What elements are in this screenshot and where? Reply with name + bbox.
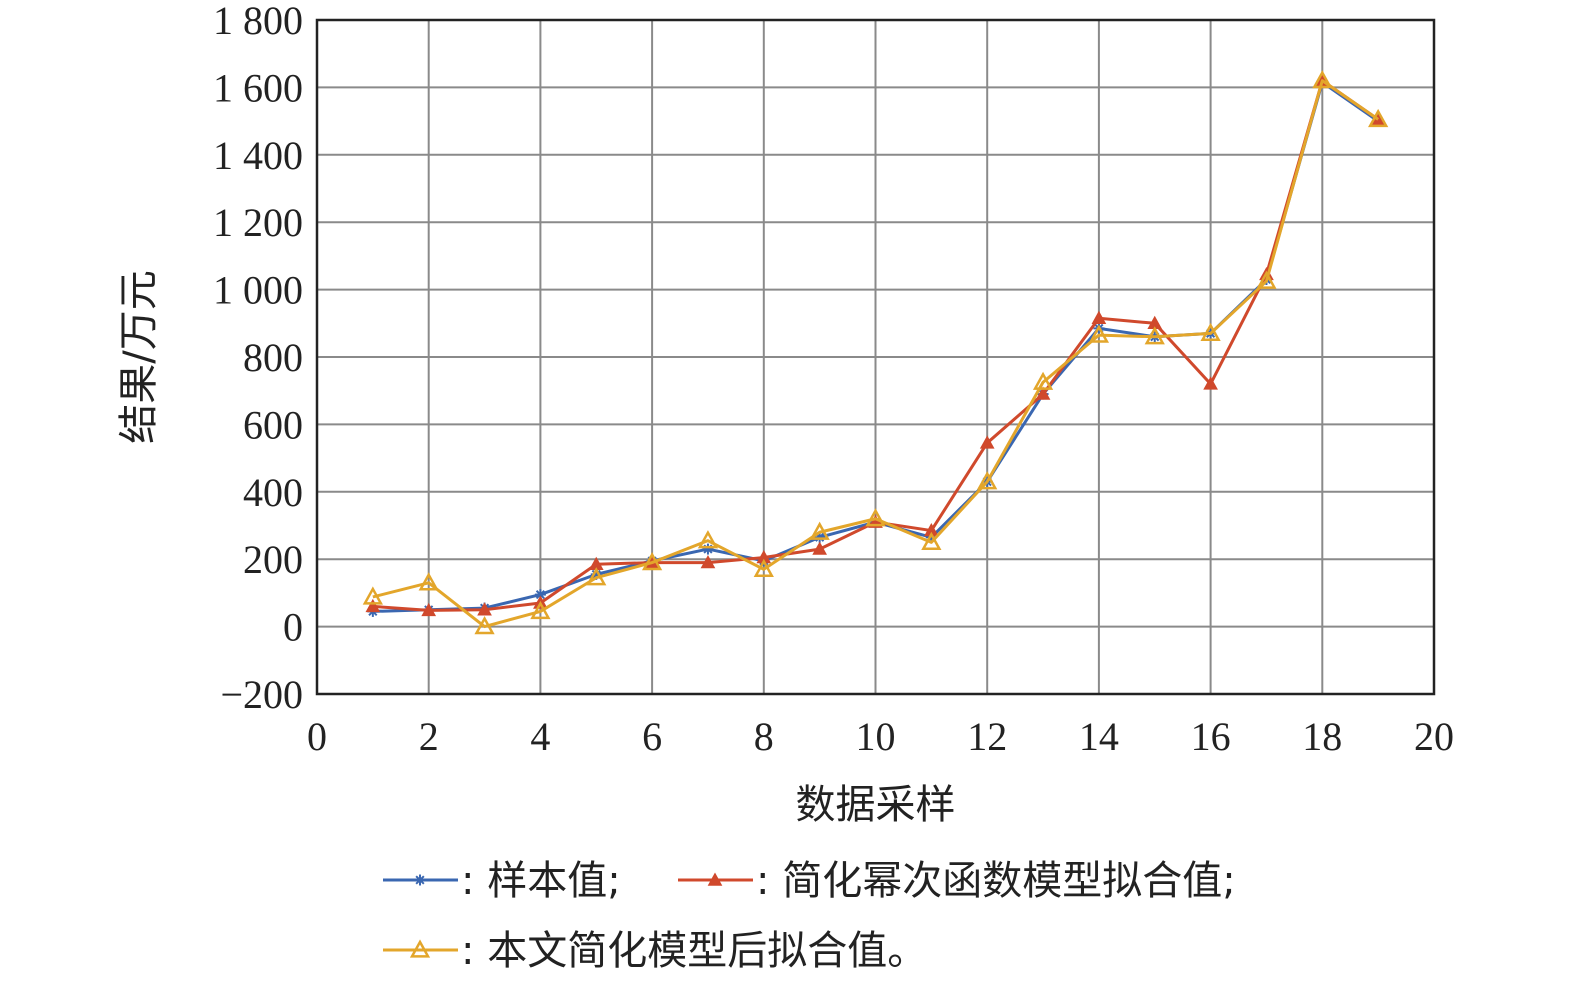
data-point-simplified-fit [530, 600, 551, 620]
series-simplified-fit [362, 70, 1389, 635]
data-point-simplified-fit [1032, 371, 1054, 390]
y-tick-label: 800 [243, 335, 303, 380]
data-point-simplified-fit [697, 530, 719, 549]
x-tick-label: 0 [307, 714, 327, 759]
y-tick-label: 400 [243, 470, 303, 515]
legend-label: : 样本值; [461, 858, 621, 904]
x-tick-label: 10 [856, 714, 896, 759]
data-point-power-fit [1091, 310, 1107, 324]
data-point-simplified-fit [977, 471, 998, 490]
y-tick-label: 200 [243, 537, 303, 582]
data-point-simplified-fit [1256, 270, 1277, 289]
x-tick-label: 4 [530, 714, 550, 759]
legend-item-power-fit: : 简化幂次函数模型拟合值; [678, 858, 1236, 904]
data-point-simplified-fit [1200, 322, 1221, 342]
data-point-sample [702, 543, 714, 555]
series-group [362, 70, 1389, 635]
data-point-power-fit [700, 555, 716, 569]
data-point-simplified-fit [418, 572, 439, 591]
x-tick-label: 2 [419, 714, 439, 759]
data-point-simplified-fit [474, 616, 495, 635]
x-tick-label: 16 [1191, 714, 1231, 759]
x-axis-title: 数据采样 [796, 782, 956, 828]
y-axis-title: 结果/万元 [116, 270, 162, 443]
data-point-power-fit [812, 541, 827, 555]
legend: : 样本值; : 简化幂次函数模型拟合值; : 本文简化模型后拟合值。 [383, 858, 1236, 974]
data-point-simplified-fit [1088, 324, 1110, 343]
x-tick-label: 6 [642, 714, 662, 759]
legend-swatch-marker [707, 872, 723, 886]
grid [316, 19, 1435, 695]
data-point-power-fit [979, 435, 995, 449]
legend-swatch-marker [409, 939, 431, 958]
data-point-simplified-fit [1368, 108, 1389, 128]
y-tick-label: −200 [220, 672, 303, 717]
data-point-simplified-fit [1312, 70, 1333, 89]
x-tick-label: 14 [1079, 714, 1119, 759]
data-point-simplified-fit [362, 586, 383, 605]
y-tick-label: 600 [243, 402, 303, 447]
data-point-simplified-fit [1144, 326, 1165, 345]
legend-label: : 本文简化模型后拟合值。 [461, 928, 927, 974]
data-point-power-fit [1203, 376, 1218, 390]
legend-label: : 简化幂次函数模型拟合值; [756, 858, 1236, 904]
data-point-power-fit [421, 602, 437, 617]
x-tick-label: 8 [754, 714, 774, 759]
y-tick-label: 1 000 [213, 268, 303, 313]
data-point-simplified-fit [865, 508, 886, 527]
series-line-simplified-fit [372, 79, 1380, 629]
data-point-simplified-fit [586, 567, 607, 586]
data-point-simplified-fit [641, 551, 663, 571]
y-tick-label: 1 200 [213, 200, 303, 245]
legend-item-sample: : 样本值; [383, 858, 621, 904]
x-tick-label: 12 [967, 714, 1007, 759]
legend-item-simplified-fit: : 本文简化模型后拟合值。 [383, 928, 927, 974]
data-point-power-fit [1035, 386, 1051, 400]
plot-frame [315, 18, 1436, 696]
data-point-simplified-fit [809, 521, 830, 540]
data-point-simplified-fit [753, 558, 774, 577]
data-point-power-fit [477, 602, 492, 616]
legend-swatch-marker [414, 874, 426, 886]
data-point-power-fit [365, 598, 381, 613]
x-tick-label: 20 [1414, 714, 1454, 759]
x-tick-label: 18 [1302, 714, 1342, 759]
y-tick-label: 0 [283, 605, 303, 650]
y-tick-label: 1 800 [213, 0, 303, 43]
y-tick-label: 1 400 [213, 133, 303, 178]
y-tick-label: 1 600 [213, 65, 303, 110]
data-point-simplified-fit [921, 531, 942, 550]
